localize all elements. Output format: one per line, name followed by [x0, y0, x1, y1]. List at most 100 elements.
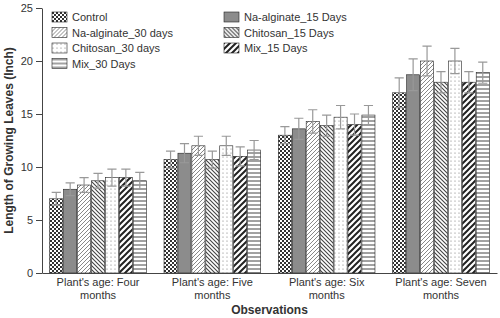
error-bar: [364, 106, 373, 125]
tick-label: 0: [27, 267, 33, 279]
error-bar: [236, 147, 245, 166]
legend-entry: Control: [52, 11, 107, 23]
bar: [292, 129, 305, 273]
legend-label: Chitosan_30 days: [72, 42, 161, 54]
series: [64, 75, 420, 273]
error-bar: [93, 173, 102, 188]
error-bar: [121, 169, 130, 186]
error-bar: [208, 151, 217, 168]
error-bar: [422, 46, 431, 76]
series: [91, 82, 447, 273]
tick-label: 10: [21, 161, 33, 173]
tick-label: Plant's age: Sixmonths: [289, 276, 365, 301]
error-bar: [194, 136, 203, 155]
legend-swatch: [52, 12, 67, 22]
error-bar: [180, 144, 189, 163]
error-bar: [478, 62, 487, 83]
bar: [448, 61, 461, 273]
y-axis: 0 5 10 15 20 25: [21, 2, 43, 279]
tick-label: Plant's age: Fivemonths: [172, 276, 253, 301]
bar: [234, 156, 247, 273]
bar: [64, 189, 77, 273]
legend-label: Na-alginate_30 days: [72, 27, 173, 39]
tick-label: 20: [21, 55, 33, 67]
bar: [362, 115, 375, 273]
error-bar: [395, 78, 404, 108]
error-bar: [450, 48, 459, 73]
legend-entry: Chitosan_30 days: [52, 42, 161, 54]
tick: 10: [21, 161, 42, 173]
tick: 5: [27, 214, 42, 226]
tick-mark: [36, 114, 42, 115]
bars: [50, 46, 490, 273]
error-bar: [222, 136, 231, 155]
chart: 0510152025Plant's age: FourmonthsPlant's…: [0, 0, 500, 318]
series: [133, 73, 489, 273]
bar: [119, 178, 132, 273]
bar: [434, 82, 447, 273]
tick-label: 15: [21, 108, 33, 120]
error-bar: [336, 106, 345, 129]
error-bar: [250, 141, 259, 160]
error-bar: [80, 178, 89, 193]
series: [119, 82, 475, 273]
bar: [407, 75, 420, 273]
legend-swatch: [52, 43, 67, 53]
legend-label: Mix_15 Days: [244, 42, 308, 54]
plot: 0510152025Plant's age: FourmonthsPlant's…: [21, 2, 498, 301]
error-bar: [464, 72, 473, 93]
bar: [306, 121, 319, 273]
bar: [393, 93, 406, 273]
tick-label: Plant's age: Fourmonths: [57, 276, 140, 301]
series: [78, 61, 434, 273]
error-bar: [280, 127, 289, 144]
tick-mark: [36, 8, 42, 9]
legend-entry: Na-alginate_30 days: [52, 27, 173, 39]
bar: [348, 125, 361, 273]
legend-label: Control: [72, 11, 107, 23]
tick-mark: [36, 167, 42, 168]
bar: [462, 82, 475, 273]
bar: [320, 126, 333, 273]
bar: [178, 153, 191, 273]
legend-entry: Chitosan_15 Days: [224, 27, 334, 39]
legend-label: Na-alginate_15 Days: [244, 11, 347, 23]
bar: [192, 146, 205, 273]
bar: [50, 199, 63, 273]
error-bar: [107, 169, 116, 186]
tick-mark: [36, 273, 42, 274]
error-bar: [166, 151, 175, 168]
bar: [78, 185, 91, 273]
error-bar: [322, 115, 331, 136]
bar: [278, 135, 291, 273]
error-bar: [135, 172, 144, 189]
error-bar: [294, 118, 303, 139]
tick: Plant's age: Sevenmonths: [395, 273, 486, 301]
legend-swatch: [224, 12, 239, 22]
tick: 15: [21, 108, 42, 120]
legend-swatch: [52, 59, 67, 69]
error-bar: [308, 110, 317, 133]
axis-line: [43, 273, 498, 274]
y-axis-title: Length of Growing Leaves (Inch): [2, 47, 16, 234]
tick-label: Plant's age: Sevenmonths: [395, 276, 486, 301]
legend-label: Mix_30 Days: [72, 58, 136, 70]
legend-label: Chitosan_15 Days: [244, 27, 334, 39]
legend-swatch: [224, 28, 239, 38]
error-bar: [409, 59, 418, 91]
bar: [105, 178, 118, 273]
tick: Plant's age: Fourmonths: [57, 273, 140, 301]
legend-entry: Na-alginate_15 Days: [224, 11, 347, 23]
tick: Plant's age: Fivemonths: [172, 273, 253, 301]
tick-label: 25: [21, 2, 33, 14]
bar: [476, 73, 489, 273]
series: [105, 61, 461, 273]
bar: [91, 181, 104, 273]
tick-label: 5: [27, 214, 33, 226]
legend-entry: Mix_30 Days: [52, 58, 136, 70]
x-axis: Plant's age: Fourmonths Plant's age: Five…: [43, 273, 498, 301]
tick-mark: [36, 220, 42, 221]
tick: 20: [21, 55, 42, 67]
error-bar: [350, 114, 359, 135]
bar: [421, 61, 434, 273]
